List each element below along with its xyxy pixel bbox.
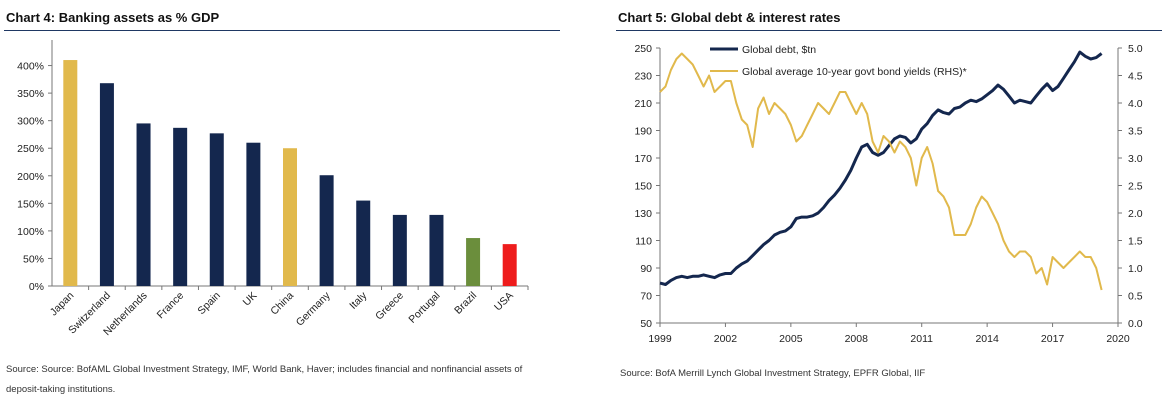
bar-spain [209, 133, 224, 286]
y-tick-label: 300% [17, 116, 44, 128]
right-y-tick-label: 2.0 [1128, 208, 1143, 220]
bar-portugal [429, 214, 444, 286]
x-tick-label: 2017 [1041, 333, 1065, 345]
x-tick-label: USA [492, 290, 516, 314]
x-tick-label: France [155, 290, 187, 322]
y-tick-label: 250% [17, 143, 44, 155]
x-tick-label: 2011 [910, 333, 933, 345]
series-line-global-debt [659, 50, 1103, 286]
x-tick-label: 2002 [714, 333, 738, 345]
x-tick-label: UK [241, 290, 260, 309]
right-y-tick-label: 0.0 [1128, 318, 1143, 330]
left-y-tick-label: 90 [640, 263, 652, 275]
source-note: Source: Source: BofAML Global Investment… [6, 364, 523, 395]
bar-italy [356, 200, 371, 286]
left-y-tick-label: 210 [634, 98, 652, 110]
right-y-tick-label: 5.0 [1128, 43, 1143, 55]
bar-chart: 0%50%100%150%200%250%300%350%400%JapanSw… [17, 40, 529, 338]
legend-label-global-debt: Global debt, $tn [742, 44, 816, 56]
chart-title: Chart 4: Banking assets as % GDP [6, 10, 220, 25]
bar-netherlands [136, 123, 151, 286]
right-y-tick-label: 3.5 [1128, 126, 1143, 138]
y-tick-label: 150% [17, 198, 44, 210]
bar-japan [63, 60, 78, 286]
left-y-tick-label: 190 [634, 126, 652, 138]
y-tick-label: 100% [17, 226, 44, 238]
x-tick-label: Portugal [406, 290, 442, 326]
line-chart: 50 70 90 110 130 150 170 190 210 230 250 0.0 0.5 1.0 1… [634, 43, 1143, 345]
left-y-tick-label: 50 [640, 318, 652, 330]
chart-title: Chart 5: Global debt & interest rates [618, 10, 841, 25]
right-y-tick-label: 3.0 [1128, 153, 1143, 165]
title-divider [616, 30, 1162, 31]
bar-greece [392, 214, 407, 286]
right-y-tick-label: 1.0 [1128, 263, 1143, 275]
y-tick-label: 0% [29, 281, 44, 293]
right-y-tick-label: 4.0 [1128, 98, 1143, 110]
bar-uk [246, 142, 261, 286]
x-tick-label: Brazil [452, 290, 479, 317]
chart-panel-banking-assets: Chart 4: Banking assets as % GDP 0% 50% 10… [0, 0, 560, 408]
left-y-tick-label: 130 [634, 208, 652, 220]
x-tick-label: 2014 [975, 333, 999, 345]
x-tick-label: 2005 [779, 333, 803, 345]
x-tick-label: Germany [294, 289, 334, 329]
x-tick-label: Greece [373, 290, 406, 323]
y-tick-label: 350% [17, 88, 44, 100]
bar-switzerland [99, 83, 114, 287]
bar-germany [319, 175, 334, 286]
x-tick-label: 1999 [648, 333, 672, 345]
bar-china [283, 148, 297, 286]
x-tick-label: 2020 [1106, 333, 1130, 345]
bar-brazil [466, 238, 481, 286]
title-divider [4, 30, 560, 31]
left-y-tick-label: 70 [640, 291, 652, 303]
left-y-tick-label: 150 [634, 181, 652, 193]
left-y-tick-label: 170 [634, 153, 652, 165]
left-y-tick-label: 110 [635, 236, 652, 248]
right-y-tick-label: 4.5 [1128, 71, 1143, 83]
left-y-tick-label: 250 [634, 43, 652, 55]
right-y-tick-label: 2.5 [1128, 181, 1143, 193]
bar-france [173, 127, 188, 286]
source-note: Source: BofA Merrill Lynch Global Invest… [620, 368, 926, 379]
y-tick-label: 400% [17, 61, 44, 73]
left-y-tick-label: 230 [634, 71, 652, 83]
x-tick-label: 2008 [845, 333, 869, 345]
y-tick-label: 200% [17, 171, 44, 183]
right-y-tick-label: 1.5 [1128, 236, 1143, 248]
series-line-bond-yields [659, 52, 1103, 291]
x-tick-label: Japan [48, 290, 77, 319]
bar-usa [502, 244, 517, 286]
legend-label-bond-yields: Global average 10-year govt bond yields … [742, 66, 967, 78]
x-tick-label: China [268, 290, 296, 318]
y-tick-label: 50% [23, 253, 44, 265]
x-tick-label: Spain [195, 290, 223, 318]
right-y-tick-label: 0.5 [1128, 291, 1143, 303]
chart-panel-global-debt: Chart 5: Global debt & interest rates 50… [612, 0, 1162, 408]
x-tick-label: Italy [347, 289, 370, 312]
